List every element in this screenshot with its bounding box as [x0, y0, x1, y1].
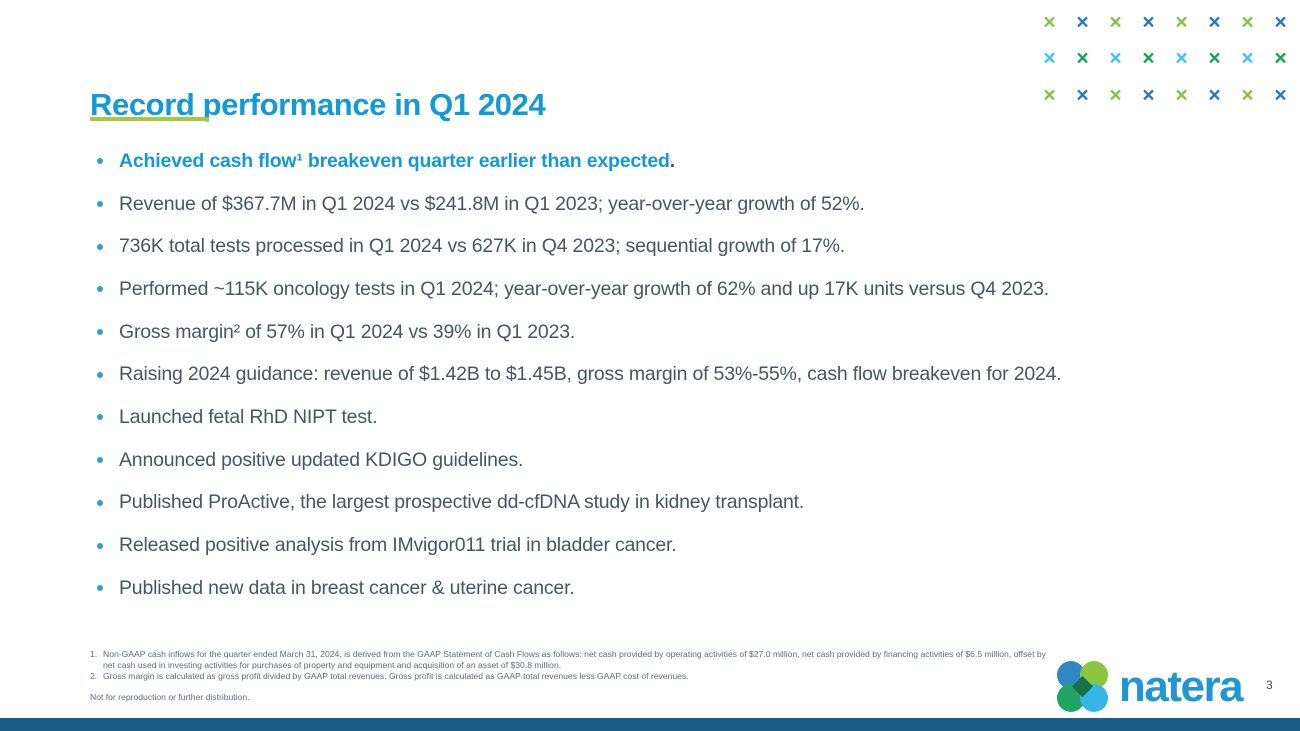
- bullet-dot-icon: [97, 542, 103, 549]
- bullet-text: Announced positive updated KDIGO guideli…: [119, 448, 524, 471]
- bullet-item: Raising 2024 guidance: revenue of $1.42B…: [97, 353, 1257, 396]
- natera-logo: natera: [1057, 661, 1244, 713]
- bullet-dot-icon: [97, 158, 103, 165]
- bullet-dot-icon: [97, 585, 103, 592]
- bullet-item: Achieved cash flow¹ breakeven quarter ea…: [97, 140, 1257, 183]
- footnote: 1. Non-GAAP cash inflows for the quarter…: [90, 649, 1052, 671]
- disclaimer-text: Not for reproduction or further distribu…: [90, 692, 250, 702]
- footnotes: 1. Non-GAAP cash inflows for the quarter…: [90, 649, 1052, 681]
- bullet-item: Gross margin² of 57% in Q1 2024 vs 39% i…: [97, 311, 1257, 354]
- x-mark-icon: ×: [1043, 83, 1056, 107]
- bullet-text: 736K total tests processed in Q1 2024 vs…: [119, 235, 845, 258]
- bottom-bar: [0, 718, 1300, 731]
- x-mark-icon: ×: [1274, 83, 1287, 107]
- bullet-item: Published new data in breast cancer & ut…: [97, 567, 1257, 610]
- bullet-dot-icon: [97, 329, 103, 336]
- x-mark-icon: ×: [1241, 83, 1254, 107]
- x-mark-icon: ×: [1109, 10, 1122, 34]
- title-underline: [90, 117, 209, 121]
- bullet-item: Launched fetal RhD NIPT test.: [97, 396, 1257, 439]
- x-mark-icon: ×: [1208, 10, 1221, 34]
- bullet-item: Published ProActive, the largest prospec…: [97, 482, 1257, 525]
- bullet-text: Launched fetal RhD NIPT test.: [119, 405, 378, 428]
- footnote-text: Gross margin is calculated as gross prof…: [103, 670, 689, 681]
- x-mark-icon: ×: [1142, 10, 1155, 34]
- bullet-item: Revenue of $367.7M in Q1 2024 vs $241.8M…: [97, 183, 1257, 226]
- bullet-item: Performed ~115K oncology tests in Q1 202…: [97, 268, 1257, 311]
- x-mark-icon: ×: [1208, 83, 1221, 107]
- bullet-dot-icon: [97, 457, 103, 464]
- bullet-text-highlight: Achieved cash flow¹ breakeven quarter ea…: [119, 149, 670, 172]
- bullet-text-suffix: .: [669, 149, 675, 172]
- bullet-item: Released positive analysis from IMvigor0…: [97, 524, 1257, 567]
- bullet-text: Revenue of $367.7M in Q1 2024 vs $241.8M…: [119, 192, 865, 215]
- page-title: Record performance in Q1 2024: [90, 86, 546, 122]
- bullet-dot-icon: [97, 499, 103, 506]
- x-mark-icon: ×: [1142, 47, 1155, 71]
- footnote-marker: 2.: [90, 670, 98, 681]
- x-mark-icon: ×: [1274, 47, 1287, 71]
- x-mark-icon: ×: [1109, 47, 1122, 71]
- x-mark-icon: ×: [1043, 10, 1056, 34]
- bullet-item: 736K total tests processed in Q1 2024 vs…: [97, 225, 1257, 268]
- x-mark-icon: ×: [1043, 47, 1056, 71]
- x-pattern-decoration: × × × × × × × × × × × × × × × × × × × × × × × ×: [1033, 4, 1297, 114]
- x-mark-icon: ×: [1109, 83, 1122, 107]
- bullet-dot-icon: [97, 414, 103, 421]
- natera-wordmark: natera: [1119, 662, 1244, 711]
- x-mark-icon: ×: [1076, 47, 1089, 71]
- x-mark-icon: ×: [1076, 10, 1089, 34]
- x-mark-icon: ×: [1274, 10, 1287, 34]
- footnote-marker: 1.: [90, 649, 98, 659]
- bullet-dot-icon: [97, 201, 103, 208]
- natera-clover-icon: [1057, 661, 1109, 713]
- bullet-text: Published new data in breast cancer & ut…: [119, 576, 575, 599]
- bullet-text: Released positive analysis from IMvigor0…: [119, 534, 677, 557]
- x-mark-icon: ×: [1175, 83, 1188, 107]
- x-mark-icon: ×: [1076, 83, 1089, 107]
- bullet-text: Gross margin² of 57% in Q1 2024 vs 39% i…: [119, 320, 576, 343]
- bullet-dot-icon: [97, 286, 103, 293]
- bullet-item: Announced positive updated KDIGO guideli…: [97, 439, 1257, 482]
- x-mark-icon: ×: [1208, 47, 1221, 71]
- page-number: 3: [1266, 678, 1273, 692]
- x-mark-icon: ×: [1241, 47, 1254, 71]
- bullet-text: Performed ~115K oncology tests in Q1 202…: [119, 277, 1050, 300]
- x-mark-icon: ×: [1175, 10, 1188, 34]
- footnote-text: Non-GAAP cash inflows for the quarter en…: [103, 649, 1046, 670]
- x-mark-icon: ×: [1142, 83, 1155, 107]
- bullet-text: Published ProActive, the largest prospec…: [119, 491, 805, 514]
- bullet-list: Achieved cash flow¹ breakeven quarter ea…: [97, 140, 1257, 610]
- bullet-dot-icon: [97, 371, 103, 378]
- bullet-text: Raising 2024 guidance: revenue of $1.42B…: [119, 363, 1062, 386]
- x-mark-icon: ×: [1175, 47, 1188, 71]
- x-mark-icon: ×: [1241, 10, 1254, 34]
- footnote: 2. Gross margin is calculated as gross p…: [90, 671, 1052, 682]
- bullet-dot-icon: [97, 243, 103, 250]
